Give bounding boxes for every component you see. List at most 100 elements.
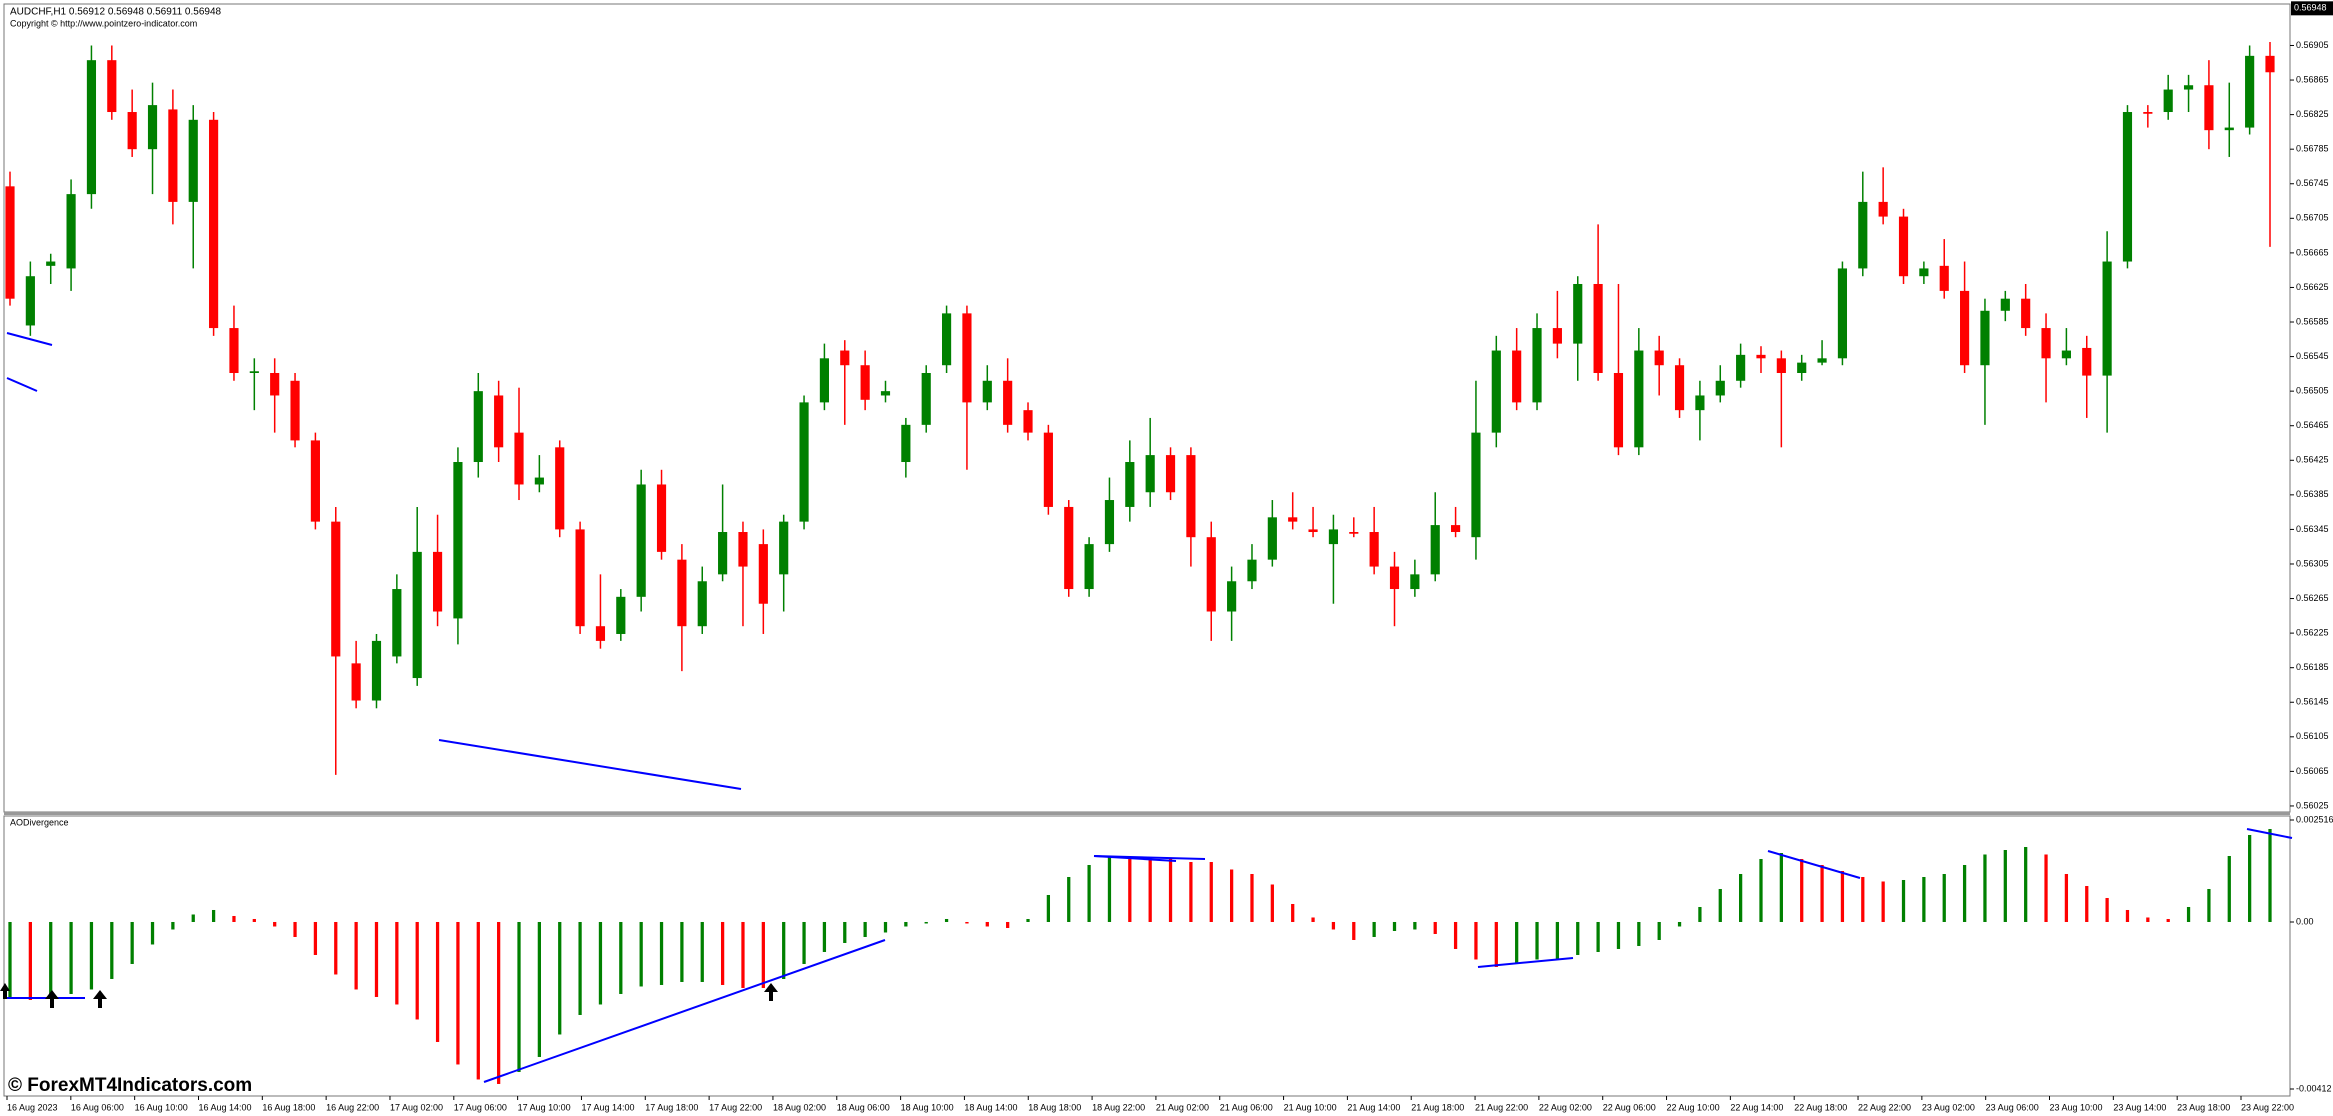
histogram-bar: [1270, 884, 1274, 922]
histogram-bar: [1413, 921, 1417, 930]
divergence-line: [6, 332, 53, 346]
histogram-bar: [1006, 921, 1010, 928]
x-tick-label: 23 Aug 06:00: [1986, 1102, 2039, 1112]
candle-body: [1084, 544, 1094, 590]
x-tick-label: 21 Aug 18:00: [1411, 1102, 1464, 1112]
symbol-info: AUDCHF,H1 0.56912 0.56948 0.56911 0.5694…: [10, 7, 222, 18]
histogram-bar: [1820, 864, 1824, 922]
candle-body: [107, 60, 117, 113]
histogram-bar: [110, 921, 114, 979]
candle-body: [1919, 268, 1929, 277]
x-tick-label: 17 Aug 02:00: [390, 1102, 443, 1112]
histogram-bar: [802, 921, 806, 964]
candle-body: [1898, 216, 1909, 277]
candle-body: [2061, 350, 2071, 359]
signal-arrows: [0, 983, 778, 1008]
candle-body: [962, 313, 972, 403]
y-tick-label: 0.56345: [2296, 524, 2329, 534]
x-tick-label: 23 Aug 14:00: [2113, 1102, 2166, 1112]
histogram-bar: [863, 921, 867, 937]
histogram-bar: [1698, 906, 1702, 922]
y-tick-label: 0.56305: [2296, 558, 2329, 568]
histogram-bar: [273, 921, 277, 927]
histogram-bar: [1352, 921, 1356, 940]
candle-body: [941, 313, 952, 366]
candle-body: [371, 640, 382, 701]
candle-body: [1104, 500, 1115, 545]
histogram-bar: [680, 921, 684, 982]
histogram-bar: [191, 914, 195, 922]
candle-body: [1369, 532, 1379, 567]
histogram-bar: [2186, 906, 2191, 922]
histogram-bar: [334, 921, 338, 975]
indicator-title: AODivergence: [10, 817, 69, 827]
histogram-bar: [1779, 852, 1783, 922]
candle-body: [270, 373, 280, 396]
histogram-bar: [1168, 858, 1173, 922]
x-tick-label: 16 Aug 10:00: [135, 1102, 188, 1112]
candle-body: [636, 484, 646, 597]
x-tick-label: 21 Aug 10:00: [1284, 1102, 1337, 1112]
candle-body: [2102, 261, 2112, 376]
y-tick-label: 0.56145: [2296, 697, 2329, 707]
histogram-bar: [497, 921, 501, 1084]
histogram-bar: [49, 921, 53, 997]
histogram-bar: [1209, 861, 1213, 922]
candle-body: [616, 596, 626, 634]
histogram-bar: [1433, 921, 1437, 934]
histogram-bar: [8, 921, 12, 997]
candle-body: [697, 581, 707, 627]
histogram-bar: [1087, 864, 1091, 922]
y-tick-label: 0.00: [2296, 916, 2314, 926]
histogram-bar: [1962, 864, 1967, 922]
histogram-bar: [1677, 921, 1682, 927]
candle-body: [351, 663, 361, 701]
histogram-bar: [2227, 855, 2231, 922]
candle-body: [1776, 358, 1786, 374]
candle-body: [2000, 298, 2010, 311]
x-tick-label: 18 Aug 06:00: [837, 1102, 890, 1112]
y-tick-label: 0.56825: [2296, 109, 2329, 119]
candle-body: [1125, 462, 1135, 507]
y-tick-label: 0.56865: [2296, 74, 2329, 84]
candle-body: [2143, 112, 2153, 114]
histogram-bar: [1942, 873, 1946, 922]
up-arrow: [764, 983, 778, 1001]
histogram-bar: [700, 921, 704, 982]
candle-body: [1328, 529, 1339, 545]
y-tick-label: 0.56265: [2296, 593, 2329, 603]
histogram-bar: [476, 921, 480, 1080]
histogram-bar: [924, 921, 928, 924]
y-tick-label: 0.56385: [2296, 489, 2329, 499]
candle-body: [290, 380, 300, 441]
y-tick-label: 0.56465: [2296, 420, 2329, 430]
candle-body: [1837, 268, 1848, 359]
histogram-bar: [1148, 858, 1152, 922]
x-tick-label: 17 Aug 14:00: [581, 1102, 634, 1112]
candle-body: [66, 194, 76, 269]
histogram-bar: [1453, 921, 1458, 949]
candle-body: [1593, 283, 1603, 374]
histogram-bar: [1046, 894, 1051, 922]
histogram-bar: [415, 921, 419, 1020]
candle-body: [921, 373, 931, 425]
y-tick-label: 0.56545: [2296, 351, 2329, 361]
histogram-bar: [2146, 917, 2150, 922]
candle-body: [2245, 55, 2255, 128]
x-tick-label: 23 Aug 22:00: [2241, 1102, 2294, 1112]
candle-body: [575, 529, 585, 627]
candle-body: [656, 484, 667, 552]
candle-body: [1491, 350, 1501, 433]
candle-body: [840, 350, 850, 366]
histogram-bar: [1515, 921, 1519, 964]
histogram-bar: [2207, 888, 2211, 922]
candle-body: [1674, 365, 1685, 411]
divergence-line: [6, 377, 38, 392]
histogram-bar: [374, 921, 379, 997]
candle-body: [86, 60, 97, 195]
x-tick-label: 23 Aug 10:00: [2050, 1102, 2103, 1112]
histogram-bar: [28, 921, 32, 1000]
histogram-bar: [1616, 921, 1621, 949]
histogram-bar: [1392, 921, 1397, 931]
